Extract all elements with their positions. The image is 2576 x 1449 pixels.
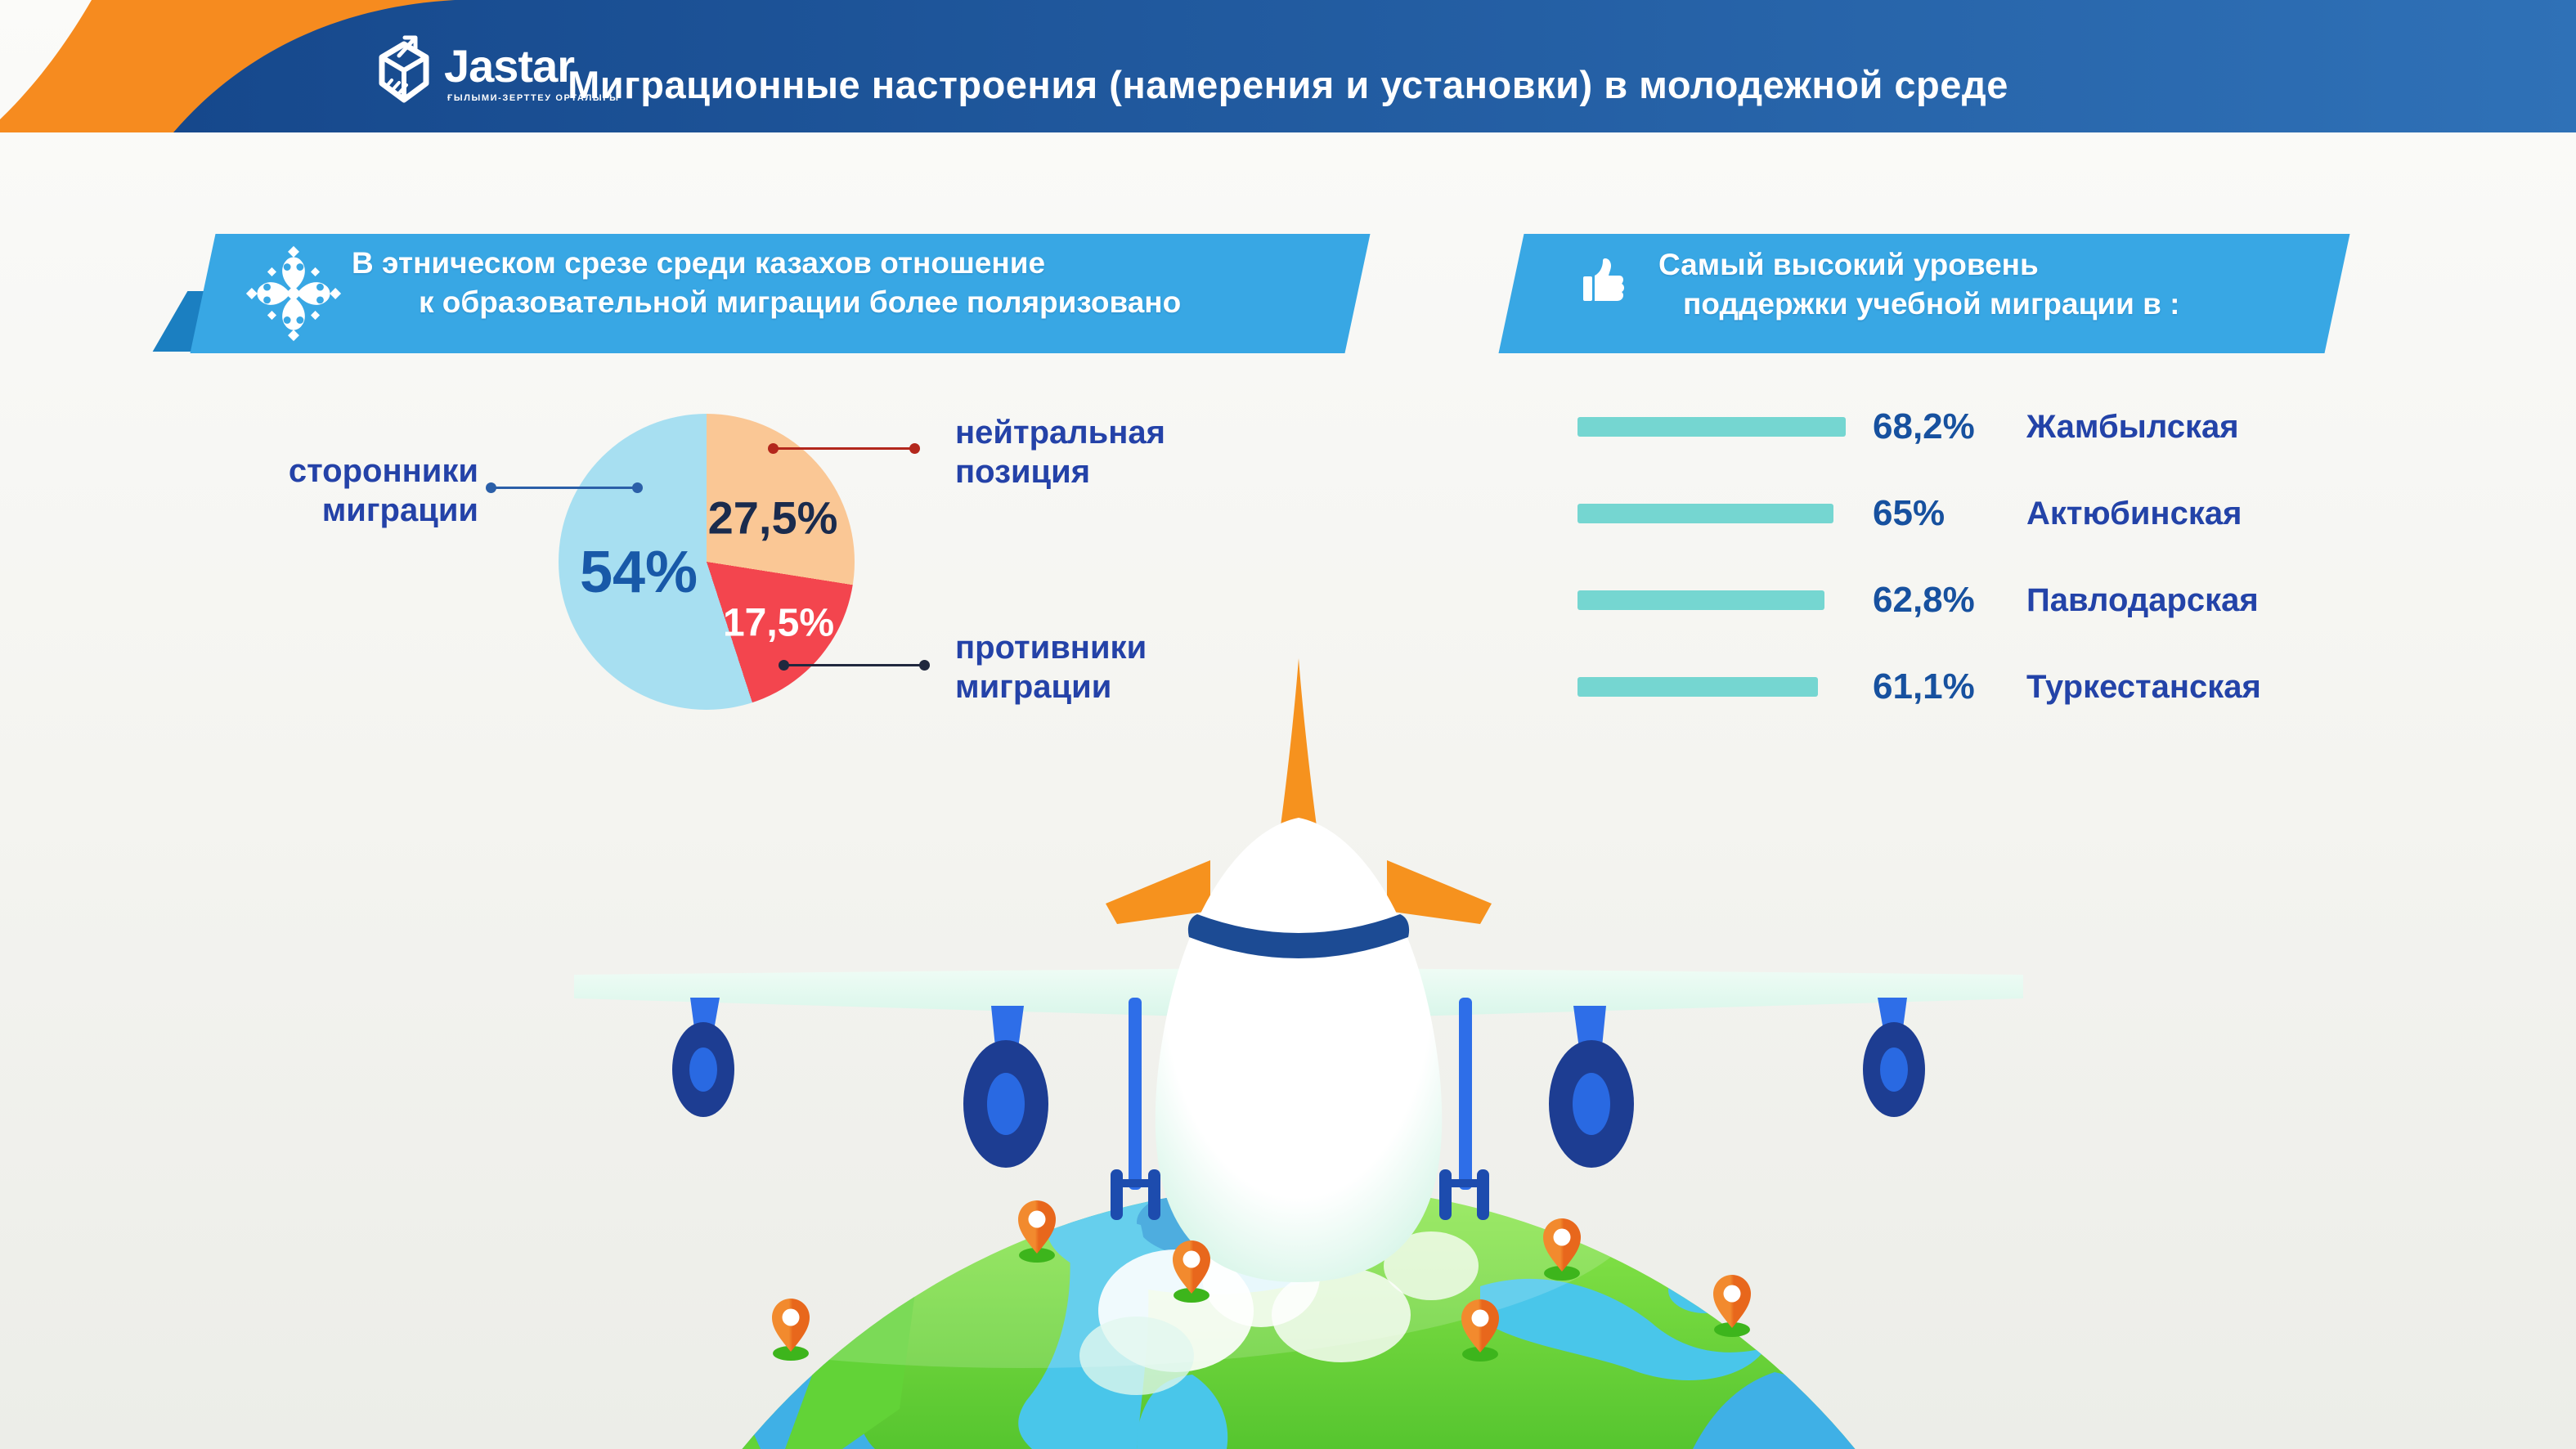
callout-dot [768,443,779,454]
region-name: Жамбылская [2026,409,2239,445]
jastar-cube-icon [379,35,429,103]
callout-line-neutral [768,443,920,454]
right-banner-line1: Самый высокий уровень [1658,248,2039,281]
callout-dot [486,482,496,493]
callout-dot [779,660,789,671]
landing-gear [1111,998,1489,1220]
kazakh-ornament-icon [245,245,342,342]
globe-water-south [1137,1375,1228,1449]
region-row: 61,1% Туркестанская [0,667,2576,707]
left-banner-content: В этническом срезе среди казахов отношен… [245,244,1182,342]
support-value: 61,1% [1873,666,1975,707]
logo-subtitle: ҒЫЛЫМИ-ЗЕРТТЕУ ОРТАЛЫҒЫ [447,93,620,103]
pie-chart [559,414,855,710]
callout-dot [909,443,920,454]
region-name: Туркестанская [2026,669,2261,705]
region-row: 65% Актюбинская [0,494,2576,533]
globe-water-east [1480,1278,1766,1380]
tail-fin [1281,658,1317,826]
pie-value-opponents: 17,5% [722,601,835,645]
support-bar [1577,590,1824,610]
header-background [0,0,2576,132]
region-row: 68,2% Жамбылская [0,407,2576,446]
support-bar [1577,677,1818,697]
callout-dot [919,660,930,671]
support-value: 68,2% [1873,406,1975,446]
callout-line-opponents [779,660,930,671]
stabilizer-left [1106,860,1210,924]
region-name: Павлодарская [2026,582,2259,618]
thumbs-up-icon [1583,258,1624,301]
cockpit-window [1187,914,1410,958]
right-banner-line2: поддержки учебной миграции в : [1683,287,2180,321]
pie-value-neutral: 27,5% [707,491,838,544]
support-bar [1577,417,1846,437]
support-bar [1577,504,1833,523]
stabilizer-right [1387,860,1492,924]
pie-label-neutral: нейтральная позиция [955,415,1166,490]
support-value: 62,8% [1873,580,1975,620]
region-row: 62,8% Павлодарская [0,581,2576,620]
header-blue-band [173,0,2576,132]
pie-label-supporters: сторонники миграции [288,453,478,528]
wing-left [574,968,1243,1018]
support-value: 65% [1873,493,1945,533]
logo-text: Jastar [444,40,575,92]
wing-right [1354,968,2023,1018]
region-name: Актюбинская [2026,496,2242,532]
pie-value-supporters: 54% [579,540,698,605]
left-banner-line2: к образовательной миграции более поляриз… [419,285,1182,319]
page-title: Миграционные настроения (намерения и уст… [568,63,2008,106]
engine [672,1022,1925,1168]
left-banner-line1: В этническом срезе среди казахов отношен… [352,246,1046,280]
callout-line-supporters [486,482,643,493]
airplane-illustration [574,658,2023,1282]
right-banner-content: Самый высокий уровень поддержки учебной … [1577,245,2179,324]
orange-swoosh [0,0,458,132]
callout-dot [632,482,643,493]
pie-label-opponents: противники миграции [955,630,1147,705]
